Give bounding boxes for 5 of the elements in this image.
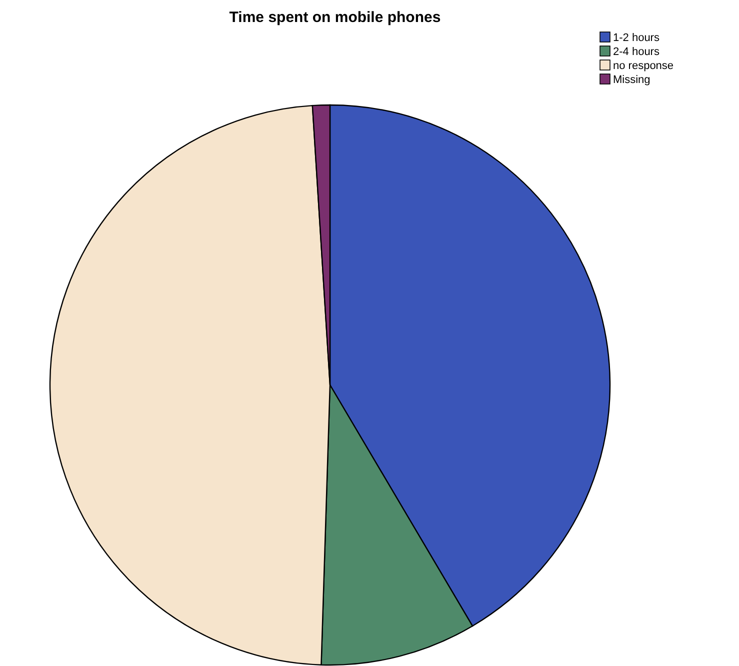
legend-label: Missing (613, 74, 650, 86)
legend-label: 1-2 hours (613, 32, 660, 44)
legend-label: no response (613, 60, 674, 72)
legend-label: 2-4 hours (613, 46, 660, 58)
chart-title: Time spent on mobile phones (229, 9, 441, 26)
